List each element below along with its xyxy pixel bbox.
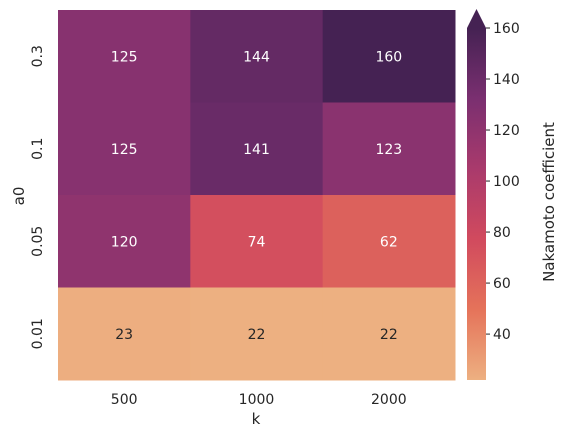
heatmap-cell [58,287,191,381]
colorbar-tick-label: 80 [493,225,511,241]
y-axis-ticks: 0.3 0.1 0.05 0.01 [30,45,46,349]
colorbar-tick-label: 140 [493,72,520,88]
colorbar-gradient [467,28,486,380]
heatmap-cell-value: 74 [248,234,266,250]
heatmap-cell [322,195,456,288]
heatmap-cell-value: 62 [380,234,398,250]
heatmap-cell [322,287,456,381]
heatmap-cell-value: 144 [243,49,270,65]
heatmap-cell [58,10,191,103]
x-axis-ticks: 500 1000 2000 [111,392,407,408]
y-axis-label: a0 [10,187,28,206]
heatmap-value-labels: 125 144 160 125 141 123 120 74 62 23 22 22 [111,49,402,343]
heatmap-cell [190,102,324,196]
heatmap-cell-value: 123 [375,142,402,158]
heatmap-cell-value: 22 [380,327,398,343]
colorbar-tick-label: 120 [493,123,520,139]
heatmap-cells [58,10,456,381]
colorbar-label: Nakamoto coefficient [540,122,558,282]
colorbar-tick-label: 160 [493,21,520,37]
heatmap-cell-value: 125 [111,142,138,158]
heatmap-cell-value: 125 [111,49,138,65]
colorbar-extend-arrow [467,9,486,28]
x-tick-label: 2000 [371,392,407,408]
heatmap-cell-value: 22 [248,327,266,343]
heatmap-cell [322,102,456,196]
heatmap-cell-value: 141 [243,142,270,158]
colorbar-tick-label: 40 [493,327,511,343]
y-tick-label: 0.3 [30,45,46,67]
colorbar-tick-label: 60 [493,276,511,292]
y-tick-label: 0.1 [30,138,46,160]
heatmap-cell-value: 160 [375,49,402,65]
heatmap-cell [322,10,456,103]
heatmap-cell [190,195,324,288]
y-tick-label: 0.05 [30,226,46,257]
heatmap-cell [190,10,324,103]
y-tick-label: 0.01 [30,318,46,349]
x-axis-label: k [252,410,261,428]
colorbar-tick-label: 100 [493,174,520,190]
heatmap-cell-value: 120 [111,234,138,250]
heatmap-cell [58,102,191,196]
heatmap-cell [58,195,191,288]
colorbar: 40 60 80 100 120 140 160 [467,9,520,380]
heatmap-cell [190,287,324,381]
x-tick-label: 1000 [239,392,275,408]
heatmap-cell-value: 23 [115,327,133,343]
x-tick-label: 500 [111,392,138,408]
